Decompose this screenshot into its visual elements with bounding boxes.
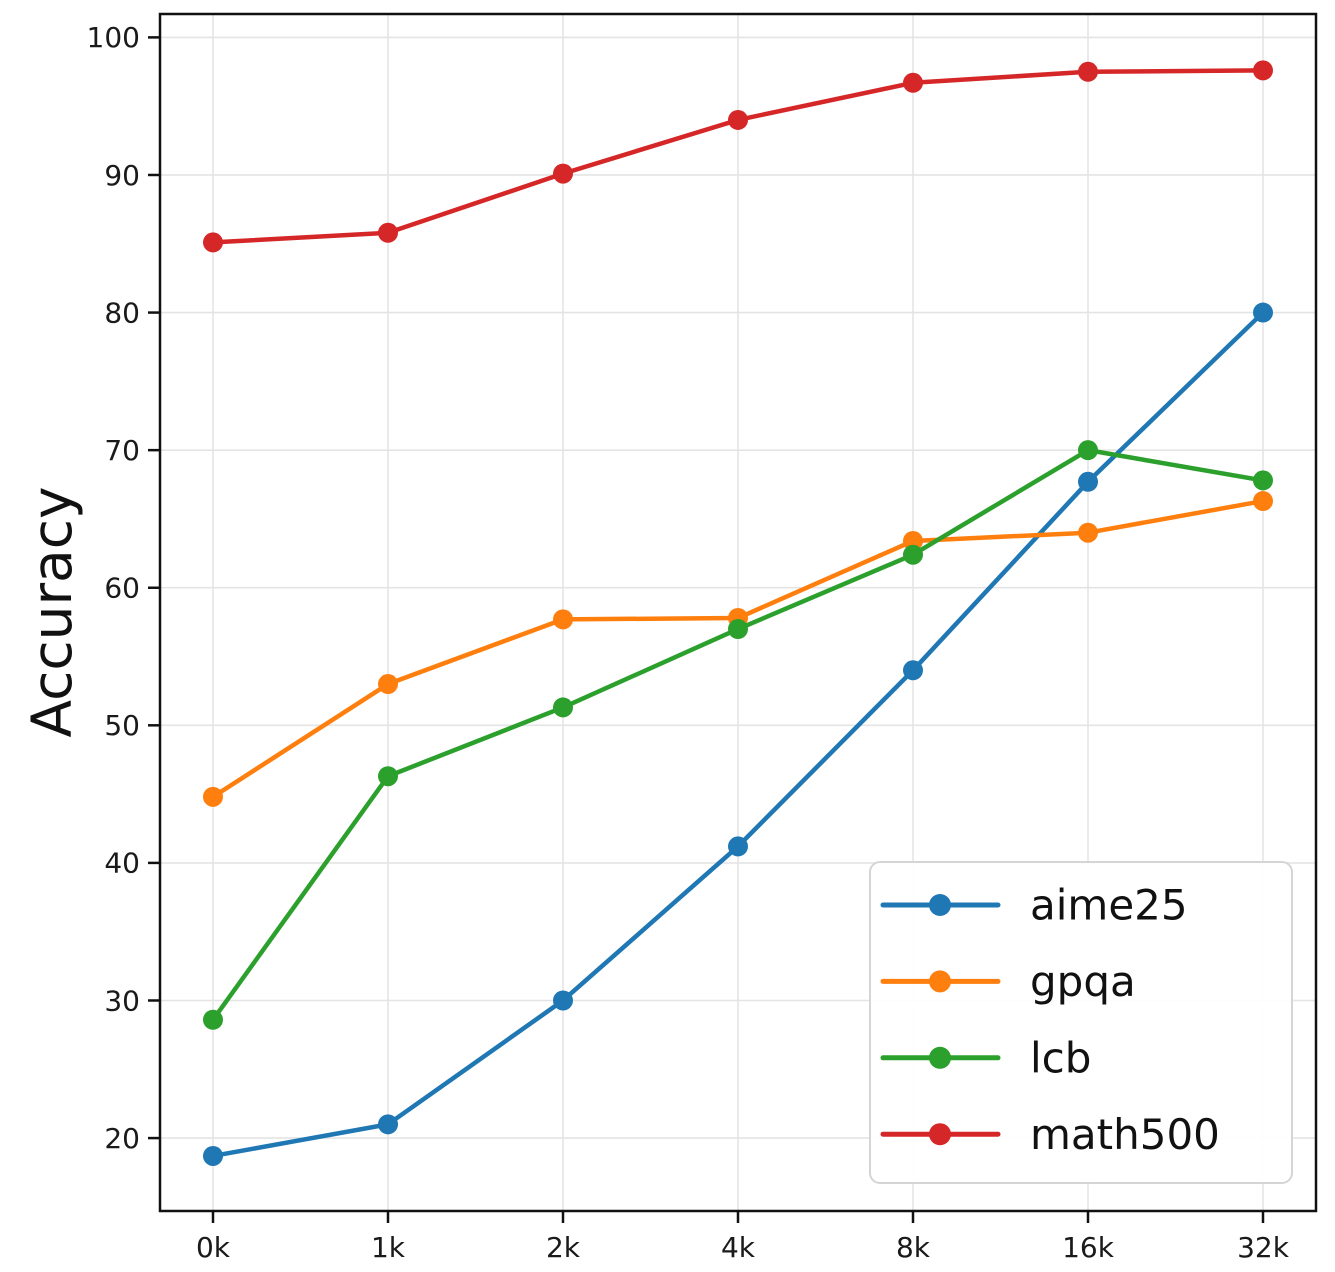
data-point-aime25-32k	[1253, 302, 1273, 323]
data-point-gpqa-2k	[553, 609, 573, 630]
legend-label-aime25: aime25	[1030, 881, 1188, 930]
x-tick-label: 32k	[1237, 1231, 1290, 1264]
data-point-aime25-2k	[553, 990, 573, 1011]
x-tick-label: 1k	[371, 1231, 406, 1264]
series-lcb	[203, 440, 1273, 1030]
data-point-aime25-16k	[1078, 471, 1098, 492]
x-tick-label: 8k	[896, 1231, 931, 1264]
x-tick-label: 2k	[546, 1231, 581, 1264]
data-point-aime25-0k	[203, 1145, 223, 1166]
data-point-lcb-16k	[1078, 440, 1098, 461]
data-point-aime25-4k	[728, 836, 748, 857]
data-point-gpqa-16k	[1078, 522, 1098, 543]
series-math500	[203, 60, 1273, 253]
data-point-lcb-4k	[728, 619, 748, 640]
data-point-gpqa-32k	[1253, 491, 1273, 512]
y-tick-label: 70	[104, 434, 140, 467]
legend-label-math500: math500	[1030, 1110, 1220, 1159]
ticks	[148, 36, 1265, 1223]
series-aime25	[203, 302, 1273, 1166]
data-point-math500-2k	[553, 163, 573, 184]
y-tick-label: 60	[104, 572, 140, 605]
data-point-lcb-32k	[1253, 470, 1273, 491]
y-tick-label: 50	[104, 709, 140, 742]
x-tick-label: 16k	[1062, 1231, 1115, 1264]
data-point-math500-16k	[1078, 61, 1098, 82]
y-tick-label: 30	[104, 984, 140, 1017]
data-point-lcb-1k	[378, 766, 398, 787]
legend-label-gpqa: gpqa	[1030, 957, 1136, 1006]
y-axis-label: Accuracy	[20, 486, 84, 738]
data-point-aime25-8k	[903, 660, 923, 681]
series-gpqa	[203, 491, 1273, 807]
y-tick-label: 90	[104, 159, 140, 192]
y-tick-label: 80	[104, 296, 140, 329]
data-point-math500-0k	[203, 232, 223, 253]
data-point-aime25-1k	[378, 1114, 398, 1135]
legend-marker-gpqa	[929, 970, 951, 993]
data-point-math500-1k	[378, 222, 398, 243]
legend-item-gpqa: gpqa	[880, 957, 1136, 1006]
y-tick-label: 40	[104, 847, 140, 880]
legend-marker-aime25	[929, 894, 951, 916]
legend-label-lcb: lcb	[1030, 1034, 1091, 1083]
legend-item-math500: math500	[880, 1110, 1220, 1159]
legend-marker-lcb	[929, 1046, 951, 1069]
legend: aime25 gpqa lcb math500	[869, 861, 1293, 1184]
data-point-lcb-0k	[203, 1009, 223, 1030]
y-tick-label: 100	[87, 21, 140, 54]
data-point-math500-32k	[1253, 60, 1273, 81]
data-point-gpqa-1k	[378, 674, 398, 695]
data-point-lcb-8k	[903, 544, 923, 565]
data-point-math500-8k	[903, 72, 923, 93]
legend-item-lcb: lcb	[880, 1034, 1091, 1083]
data-point-gpqa-8k	[903, 530, 923, 551]
x-tick-label: 4k	[721, 1231, 756, 1264]
tick-labels: 20 30 40 50 60 70 80 90 100 0k 1k 2k 4k 8k 16k 32k	[87, 21, 1290, 1264]
data-point-lcb-2k	[553, 697, 573, 718]
data-point-gpqa-0k	[203, 786, 223, 807]
data-point-math500-4k	[728, 109, 748, 130]
legend-marker-math500	[929, 1123, 951, 1146]
y-tick-label: 20	[104, 1122, 140, 1155]
legend-item-aime25: aime25	[880, 881, 1188, 930]
legend-box	[869, 861, 1293, 1184]
x-tick-label: 0k	[196, 1231, 231, 1264]
